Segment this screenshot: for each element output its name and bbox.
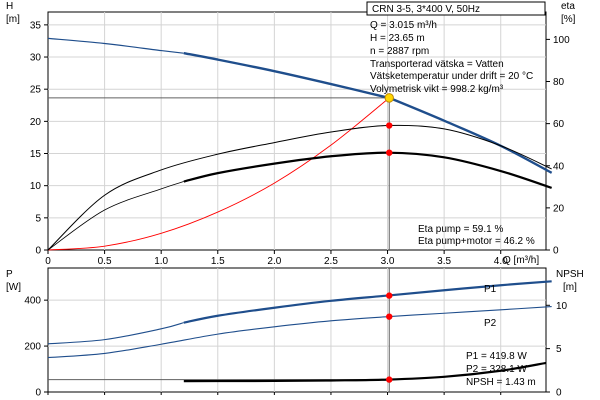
top-x-tick-label: 2.0 [267, 256, 281, 267]
top-y-right-tick-label: 20 [553, 203, 565, 214]
top-y-left-tick-label: 25 [30, 85, 42, 96]
top-x-tick-label: 1.5 [211, 256, 225, 267]
annotation-eta-pump: Eta pump = 59.1 % [418, 224, 503, 235]
top-y-left-tick-label: 30 [30, 53, 42, 64]
bottom-curves [47, 268, 552, 392]
eta-axis-unit: [%] [561, 14, 576, 25]
top-y-right-tick-label: 100 [553, 35, 570, 46]
top-y-right-tick-label: 80 [553, 77, 565, 88]
q-axis-title: Q [m³/h] [503, 255, 539, 266]
p2-curve [47, 306, 552, 359]
top-curves [47, 37, 553, 251]
top-y-right-tick-label: 40 [553, 161, 565, 172]
bottom-panel: 0 200 400 0 5 10 P [W] NPSH [m] P1 P2 P1 = 41… [6, 267, 584, 399]
top-y-left-tick-label: 20 [30, 117, 42, 128]
top-y-left-tick-label: 5 [35, 213, 41, 224]
top-x-tick-label: 4.0 [494, 256, 508, 267]
top-y-right-tick-label: 0 [553, 246, 559, 257]
top-y-left-tick-label: 35 [30, 20, 42, 31]
top-y-left-tick-label: 10 [30, 181, 42, 192]
eta-axis-title: eta [561, 1, 575, 12]
bottom-y-right-tick-label: 10 [556, 301, 568, 312]
p1-curve-extended [47, 322, 184, 345]
top-y-left-tick-label: 0 [35, 246, 41, 257]
system-curve [47, 97, 390, 251]
pump-model-header: CRN 3-5, 3*400 V, 50Hz [372, 4, 480, 15]
p1-curve [183, 280, 552, 324]
power-operating-point [386, 292, 393, 299]
top-x-tick-label: 1.0 [154, 256, 168, 267]
head-operating-point [384, 93, 394, 103]
bottom-y-right-tick-label: 0 [556, 388, 562, 399]
annotation-h: H = 23.65 m [370, 33, 425, 44]
h-axis-unit: [m] [6, 14, 20, 25]
eta-total-curve [183, 151, 553, 189]
annotation-npsh: NPSH = 1.43 m [466, 377, 536, 388]
p2-curve-label: P2 [484, 318, 497, 329]
annotation-fluid: Transporterad vätska = Vatten [370, 59, 504, 70]
top-x-tick-label: 3.0 [381, 256, 395, 267]
bottom-y-left-tick-label: 400 [24, 296, 41, 307]
annotation-temperature: Vätsketemperatur under drift = 20 °C [370, 71, 533, 82]
bottom-ticks: 0 200 400 0 5 10 [24, 296, 567, 399]
bottom-y-left-tick-label: 0 [35, 388, 41, 399]
top-plot-frame [47, 11, 547, 251]
eta-pump-curve [47, 124, 552, 251]
top-ticks: 0 0.5 1.0 1.5 2.0 2.5 3.0 3.5 4.0 0 5 10 15 20 25 30 35 0… [30, 20, 570, 267]
head-curve-extended [47, 37, 184, 54]
bottom-y-left-tick-label: 200 [24, 342, 41, 353]
top-x-tick-label: 0.5 [98, 256, 112, 267]
top-x-tick-label: 0 [45, 256, 51, 267]
eta-operating-point [386, 149, 393, 156]
bottom-grid [48, 268, 546, 392]
npsh-operating-point [386, 376, 393, 383]
top-y-right-tick-label: 60 [553, 119, 565, 130]
annotation-q: Q = 3.015 m³/h [370, 20, 437, 31]
p-axis-title: P [6, 269, 13, 280]
bottom-y-right-tick-label: 5 [556, 344, 562, 355]
power-operating-point [386, 313, 393, 320]
header-box [366, 1, 546, 16]
top-x-tick-label: 3.5 [437, 256, 451, 267]
annotation-density: Volymetrisk vikt = 998.2 kg/m³ [370, 84, 504, 95]
npsh-axis-title: NPSH [556, 269, 584, 280]
annotation-eta-pump-motor: Eta pump+motor = 46.2 % [418, 236, 535, 247]
top-panel: 0 0.5 1.0 1.5 2.0 2.5 3.0 3.5 4.0 0 5 10 15 20 25 30 35 0… [6, 1, 576, 267]
top-y-left-tick-label: 15 [30, 149, 42, 160]
annotation-n: n = 2887 rpm [370, 46, 429, 57]
eta-total-curve-extended [47, 181, 184, 251]
annotation-p1: P1 = 419.8 W [466, 351, 527, 362]
top-x-tick-label: 2.5 [324, 256, 338, 267]
p-axis-unit: [W] [6, 282, 21, 293]
npsh-axis-unit: [m] [563, 282, 577, 293]
p1-curve-label: P1 [484, 284, 497, 295]
npsh-curve [183, 361, 547, 383]
h-axis-title: H [6, 1, 13, 12]
annotation-p2: P2 = 328.1 W [466, 364, 527, 375]
top-grid [48, 12, 546, 250]
eta-operating-point [386, 122, 393, 129]
